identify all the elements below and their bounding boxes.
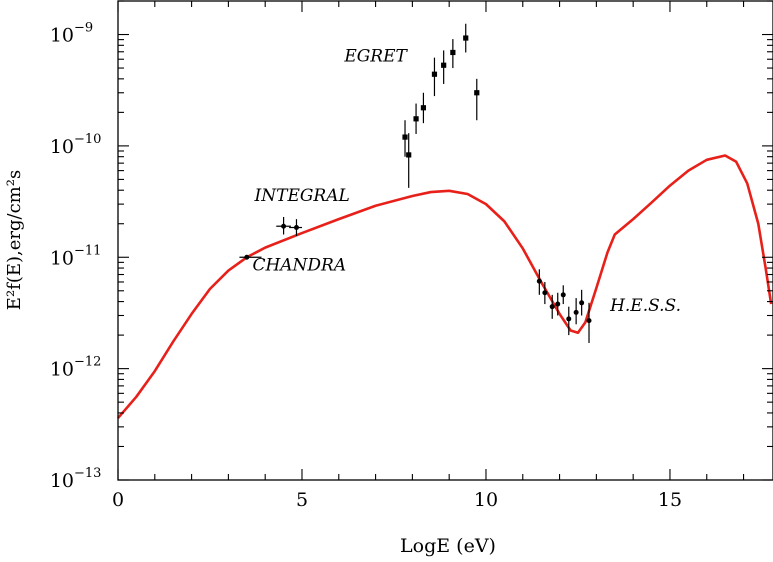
y-axis-label: E²f(E),erg/cm²s <box>4 170 25 310</box>
y-tick-label: 10 <box>50 136 74 158</box>
annotation-chandra: CHANDRA <box>252 256 346 276</box>
h-e-s-s-point <box>555 292 561 316</box>
h-e-s-s-point <box>573 298 579 325</box>
h-e-s-s-point <box>542 281 548 305</box>
h-e-s-s-point <box>549 294 555 319</box>
egret-marker <box>474 90 480 96</box>
integral-marker <box>281 223 287 229</box>
egret-point <box>406 133 412 188</box>
x-tick-label: 10 <box>474 489 498 511</box>
annotation-h-e-s-s: H.E.S.S. <box>609 296 681 316</box>
egret-point <box>413 103 419 134</box>
egret-marker <box>441 62 447 68</box>
x-tick-label: 0 <box>112 489 124 511</box>
annotation-layer: EGRET INTEGRAL CHANDRA H.E.S.S. <box>252 47 681 316</box>
egret-point <box>474 78 480 121</box>
h-e-s-s-marker <box>566 316 572 322</box>
egret-point <box>402 120 408 157</box>
y-tick-label: 10 <box>50 470 74 492</box>
h-e-s-s-marker <box>542 290 548 296</box>
y-tick-label: 10 <box>50 247 74 269</box>
egret-point <box>431 57 438 97</box>
h-e-s-s-point <box>566 306 572 336</box>
h-e-s-s-point <box>579 289 585 316</box>
model-curve-line <box>117 154 773 419</box>
h-e-s-s-marker <box>586 318 592 324</box>
y-tick-label: 10 <box>50 25 74 47</box>
y-tick-exponent: −11 <box>74 243 101 258</box>
egret-marker <box>420 105 427 111</box>
h-e-s-s-point <box>586 302 592 343</box>
egret-marker <box>450 49 456 56</box>
h-e-s-s-marker <box>555 301 561 307</box>
chandra-marker <box>244 254 250 260</box>
egret-point <box>441 50 447 84</box>
y-tick-exponent: −10 <box>74 132 101 147</box>
chandra-point <box>239 254 262 260</box>
egret-marker <box>413 116 419 122</box>
y-tick-exponent: −12 <box>74 355 101 370</box>
egret-marker <box>406 152 412 158</box>
integral-marker <box>293 225 299 231</box>
plot-frame <box>117 0 773 481</box>
egret-marker <box>463 35 469 41</box>
h-e-s-s-marker <box>573 309 579 315</box>
egret-marker <box>402 134 408 140</box>
h-e-s-s-marker <box>560 292 566 298</box>
egret-point <box>420 92 427 124</box>
h-e-s-s-point <box>536 269 542 295</box>
data-points-layer <box>239 23 592 343</box>
y-tick-label: 10 <box>50 359 74 381</box>
egret-point <box>450 39 456 69</box>
egret-point <box>463 23 469 53</box>
h-e-s-s-marker <box>536 278 542 284</box>
x-tick-label: 15 <box>658 489 682 511</box>
x-axis-label: LogE (eV) <box>400 535 496 557</box>
egret-marker <box>431 71 438 77</box>
h-e-s-s-marker <box>549 304 555 310</box>
y-tick-exponent: −9 <box>74 21 93 36</box>
annotation-egret: EGRET <box>343 47 408 67</box>
x-tick-label: 5 <box>296 489 308 511</box>
h-e-s-s-marker <box>579 300 585 306</box>
model-curve-layer <box>117 154 773 419</box>
annotation-integral: INTEGRAL <box>254 186 350 206</box>
h-e-s-s-point <box>560 285 566 305</box>
integral-point <box>289 219 302 237</box>
integral-point <box>276 216 291 235</box>
y-tick-exponent: −13 <box>74 466 101 481</box>
